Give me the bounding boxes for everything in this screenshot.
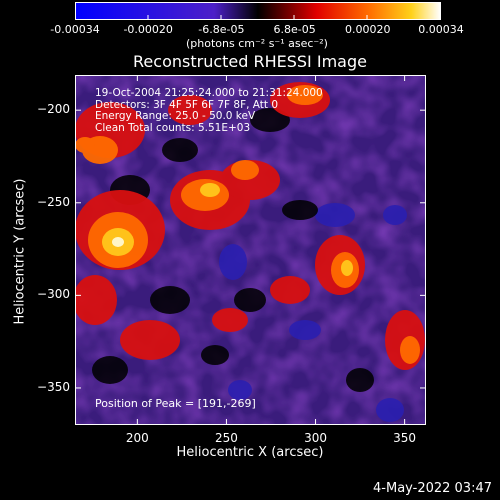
y-axis-label: Heliocentric Y (arcsec) xyxy=(12,178,28,325)
info-line: Energy Range: 25.0 - 50.0 keV xyxy=(95,110,256,122)
heatmap-image xyxy=(75,75,426,425)
footer-date: 4-May-2022 03:47 xyxy=(373,481,492,496)
axis-ticks xyxy=(75,75,426,425)
y-tick-label: −250 xyxy=(37,194,70,209)
colorbar-tick-label: -0.00034 xyxy=(50,23,100,36)
info-line: Clean Total counts: 5.51E+03 xyxy=(95,121,251,134)
x-tick-label: 200 xyxy=(125,431,149,445)
x-tick-label: 250 xyxy=(214,431,238,445)
colorbar-tick-label: -0.00020 xyxy=(123,23,173,36)
colorbar-tick-label: 6.8e-05 xyxy=(273,23,316,36)
x-tick-label: 300 xyxy=(304,431,327,445)
chart-title: Reconstructed RHESSI Image xyxy=(133,52,367,71)
info-line: Detectors: 3F 4F 5F 6F 7F 8F, Att 0 xyxy=(95,98,279,111)
info-line: 19-Oct-2004 21:25:24.000 to 21:31:24.000 xyxy=(95,87,323,99)
colorbar-tick-label: 0.00034 xyxy=(418,23,464,36)
x-tick-label: 350 xyxy=(393,431,417,445)
colorbar-tick-label: -6.8e-05 xyxy=(198,23,245,36)
colorbar-tick-label: 0.00020 xyxy=(345,23,391,36)
plot-frame xyxy=(75,75,426,425)
y-tick-label: −200 xyxy=(37,102,70,117)
x-axis-label: Heliocentric X (arcsec) xyxy=(176,445,324,460)
y-tick-label: −350 xyxy=(37,379,70,394)
peak-position-label: Position of Peak = [191,-269] xyxy=(95,397,256,410)
colorbar-unit-label: (photons cm⁻² s⁻¹ asec⁻²) xyxy=(186,37,328,50)
y-tick-label: −300 xyxy=(37,287,70,302)
colorbar xyxy=(75,2,441,20)
